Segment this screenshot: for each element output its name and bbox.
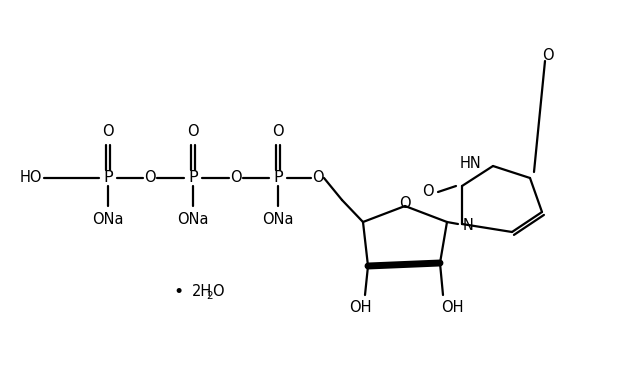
Text: N: N xyxy=(463,219,474,234)
Text: O: O xyxy=(144,171,156,186)
Text: O: O xyxy=(102,124,114,139)
Text: O: O xyxy=(542,48,554,63)
Text: P: P xyxy=(273,171,283,186)
Text: HO: HO xyxy=(19,171,42,186)
Text: ONa: ONa xyxy=(177,213,209,228)
Text: O: O xyxy=(422,184,434,199)
Text: O: O xyxy=(212,284,223,299)
Text: O: O xyxy=(272,124,284,139)
Text: 2: 2 xyxy=(206,291,212,301)
Text: O: O xyxy=(187,124,199,139)
Text: 2H: 2H xyxy=(192,284,212,299)
Text: OH: OH xyxy=(349,300,371,315)
Text: OH: OH xyxy=(441,300,463,315)
Text: •: • xyxy=(173,283,183,301)
Text: O: O xyxy=(399,197,411,212)
Text: ONa: ONa xyxy=(262,213,294,228)
Text: O: O xyxy=(230,171,242,186)
Text: P: P xyxy=(103,171,113,186)
Text: ONa: ONa xyxy=(92,213,124,228)
Text: O: O xyxy=(312,171,324,186)
Text: P: P xyxy=(188,171,198,186)
Text: HN: HN xyxy=(460,157,481,172)
